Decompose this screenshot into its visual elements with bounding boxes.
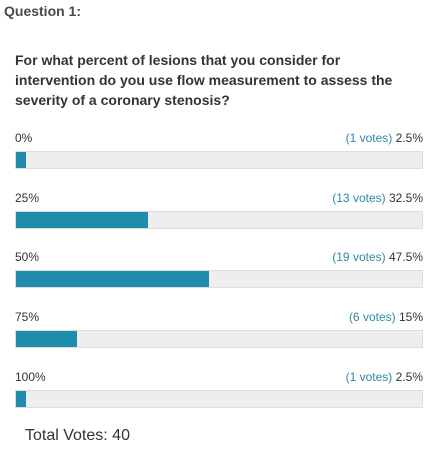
option-percent: 15% <box>398 310 423 324</box>
option-votes-link[interactable]: (1 votes) <box>345 131 393 145</box>
total-votes: Total Votes: 40 <box>25 427 130 444</box>
option-stats: (1 votes) 2.5% <box>346 370 423 384</box>
option-votes-link[interactable]: (13 votes) <box>332 191 386 205</box>
option-label: 0% <box>15 131 33 145</box>
option-percent: 2.5% <box>395 370 423 384</box>
bar-fill <box>16 152 27 168</box>
option-percent: 2.5% <box>395 131 423 145</box>
bar-fill <box>16 271 209 287</box>
option-label: 75% <box>15 310 40 324</box>
option-stats: (13 votes) 32.5% <box>332 191 423 205</box>
option-percent: 32.5% <box>388 191 423 205</box>
bar-track <box>15 330 423 348</box>
option-label: 25% <box>15 191 40 205</box>
option-votes-link[interactable]: (1 votes) <box>345 370 393 384</box>
poll-option-25: 25% (13 votes) 32.5% <box>15 191 423 235</box>
question-heading: Question 1: <box>4 3 82 19</box>
option-votes-link[interactable]: (19 votes) <box>332 250 386 264</box>
option-label: 50% <box>15 250 40 264</box>
bar-track <box>15 211 423 229</box>
option-stats: (19 votes) 47.5% <box>332 250 423 264</box>
poll-option-50: 50% (19 votes) 47.5% <box>15 250 423 294</box>
poll-option-75: 75% (6 votes) 15% <box>15 310 423 354</box>
poll-option-100: 100% (1 votes) 2.5% <box>15 370 423 414</box>
option-stats: (6 votes) 15% <box>349 310 423 324</box>
bar-fill <box>16 212 148 228</box>
option-stats: (1 votes) 2.5% <box>346 131 423 145</box>
question-text: For what percent of lesions that you con… <box>15 52 393 108</box>
bar-track <box>15 151 423 169</box>
bar-fill <box>16 391 27 407</box>
option-label: 100% <box>15 370 46 384</box>
bar-fill <box>16 331 77 347</box>
option-percent: 47.5% <box>388 250 423 264</box>
option-votes-link[interactable]: (6 votes) <box>348 310 396 324</box>
bar-track <box>15 270 423 288</box>
poll-option-0: 0% (1 votes) 2.5% <box>15 131 423 175</box>
bar-track <box>15 390 423 408</box>
